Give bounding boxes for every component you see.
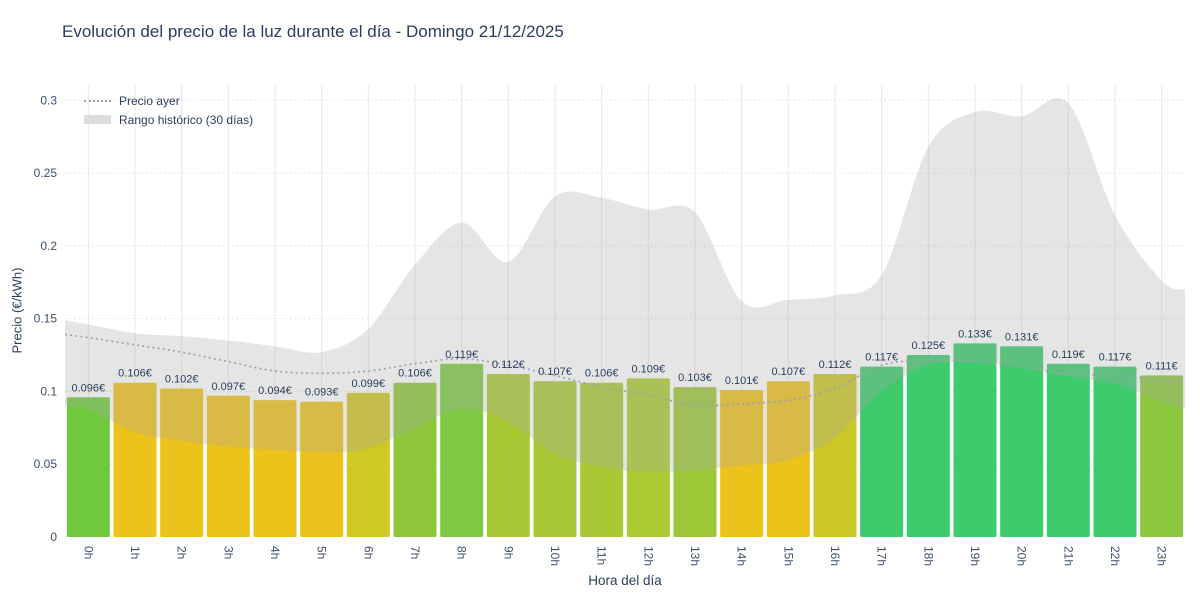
x-tick-label: 13h — [688, 546, 702, 566]
x-tick-label: 21h — [1061, 546, 1075, 566]
bar-value-label: 0.101€ — [725, 375, 759, 387]
bar-value-label: 0.107€ — [772, 366, 806, 378]
historical-range-band — [65, 98, 1185, 473]
bar-value-label: 0.109€ — [632, 363, 666, 375]
x-tick-label: 1h — [128, 546, 142, 559]
x-tick-label: 9h — [501, 546, 515, 559]
bar-value-label: 0.102€ — [165, 374, 199, 386]
bar-5h[interactable] — [300, 401, 344, 537]
x-tick-label: 18h — [921, 546, 935, 566]
bar-value-label: 0.097€ — [212, 381, 246, 393]
bar-2h[interactable] — [160, 388, 204, 537]
bar-13h[interactable] — [673, 387, 717, 537]
bar-20h[interactable] — [1000, 346, 1044, 537]
bar-value-label: 0.099€ — [352, 378, 386, 390]
x-axis-title: Hora del día — [588, 573, 662, 588]
bar-23h[interactable] — [1140, 375, 1184, 537]
legend-label: Rango histórico (30 días) — [119, 112, 254, 127]
bar-6h[interactable] — [346, 392, 390, 537]
x-tick-label: 11h — [595, 546, 609, 565]
y-tick-label: 0 — [50, 530, 57, 544]
bar-12h[interactable] — [626, 378, 670, 537]
bar-value-label: 0.119€ — [445, 349, 478, 361]
x-tick-label: 8h — [455, 546, 469, 559]
bar-18h[interactable] — [906, 355, 950, 537]
y-tick-label: 0.2 — [40, 239, 57, 253]
bar-value-label: 0.119€ — [1052, 349, 1085, 361]
bar-value-label: 0.131€ — [1005, 331, 1039, 343]
legend: Precio ayer Rango histórico (30 días) — [84, 91, 253, 129]
x-tick-label: 23h — [1155, 546, 1169, 566]
bar-value-label: 0.106€ — [585, 368, 619, 380]
y-tick-label: 0.25 — [34, 166, 58, 180]
bar-value-label: 0.117€ — [865, 352, 898, 364]
bar-value-label: 0.106€ — [398, 368, 432, 380]
bar-1h[interactable] — [113, 382, 157, 537]
y-tick-label: 0.1 — [40, 384, 57, 398]
x-tick-label: 2h — [175, 546, 189, 559]
y-tick-label: 0.05 — [34, 457, 58, 471]
legend-item-precio-ayer[interactable]: Precio ayer — [84, 91, 253, 110]
bar-21h[interactable] — [1046, 363, 1090, 537]
x-tick-label: 20h — [1015, 546, 1029, 566]
x-tick-label: 10h — [548, 546, 562, 566]
bar-17h[interactable] — [860, 366, 904, 537]
bar-value-label: 0.093€ — [305, 387, 339, 399]
x-tick-label: 16h — [828, 546, 842, 566]
x-tick-label: 17h — [875, 546, 889, 566]
bar-value-label: 0.107€ — [538, 366, 572, 378]
bar-4h[interactable] — [253, 400, 297, 537]
y-tick-label: 0.3 — [40, 93, 57, 107]
bar-value-label: 0.103€ — [678, 372, 712, 384]
x-tick-label: 12h — [641, 546, 655, 566]
bar-value-label: 0.106€ — [118, 368, 152, 380]
bar-16h[interactable] — [813, 373, 857, 537]
bar-value-label: 0.112€ — [492, 359, 525, 371]
yesterday-price-line — [65, 333, 1185, 407]
bar-value-label: 0.111€ — [1146, 360, 1178, 372]
bar-19h[interactable] — [953, 343, 997, 537]
bar-11h[interactable] — [580, 382, 624, 537]
bar-22h[interactable] — [1093, 366, 1137, 537]
bar-value-label: 0.096€ — [72, 382, 106, 394]
x-tick-label: 5h — [315, 546, 329, 559]
bar-10h[interactable] — [533, 381, 577, 537]
x-tick-label: 15h — [781, 546, 795, 566]
bar-9h[interactable] — [486, 373, 530, 537]
y-tick-label: 0.15 — [34, 312, 58, 326]
bar-0h[interactable] — [66, 397, 110, 537]
x-tick-label: 4h — [268, 546, 282, 559]
x-tick-label: 14h — [735, 546, 749, 566]
bar-8h[interactable] — [440, 363, 484, 537]
legend-item-rango-historico[interactable]: Rango histórico (30 días) — [84, 110, 253, 129]
chart-title: Evolución del precio de la luz durante e… — [62, 22, 564, 41]
dotted-line-swatch-icon — [84, 99, 111, 102]
bar-value-label: 0.133€ — [958, 328, 992, 340]
bar-value-label: 0.117€ — [1099, 352, 1132, 364]
bar-value-label: 0.125€ — [912, 340, 946, 352]
x-tick-label: 7h — [408, 546, 422, 559]
x-tick-label: 19h — [968, 546, 982, 566]
bar-15h[interactable] — [766, 381, 810, 537]
legend-label: Precio ayer — [119, 93, 180, 108]
band-swatch-icon — [84, 115, 111, 124]
x-tick-label: 6h — [361, 546, 375, 559]
x-tick-label: 3h — [221, 546, 235, 559]
bar-3h[interactable] — [206, 395, 250, 537]
bar-value-label: 0.112€ — [819, 359, 852, 371]
x-tick-label: 22h — [1108, 546, 1122, 566]
bar-value-label: 0.094€ — [258, 385, 292, 397]
bar-7h[interactable] — [393, 382, 437, 537]
bar-14h[interactable] — [720, 389, 764, 537]
x-tick-label: 0h — [81, 546, 95, 559]
